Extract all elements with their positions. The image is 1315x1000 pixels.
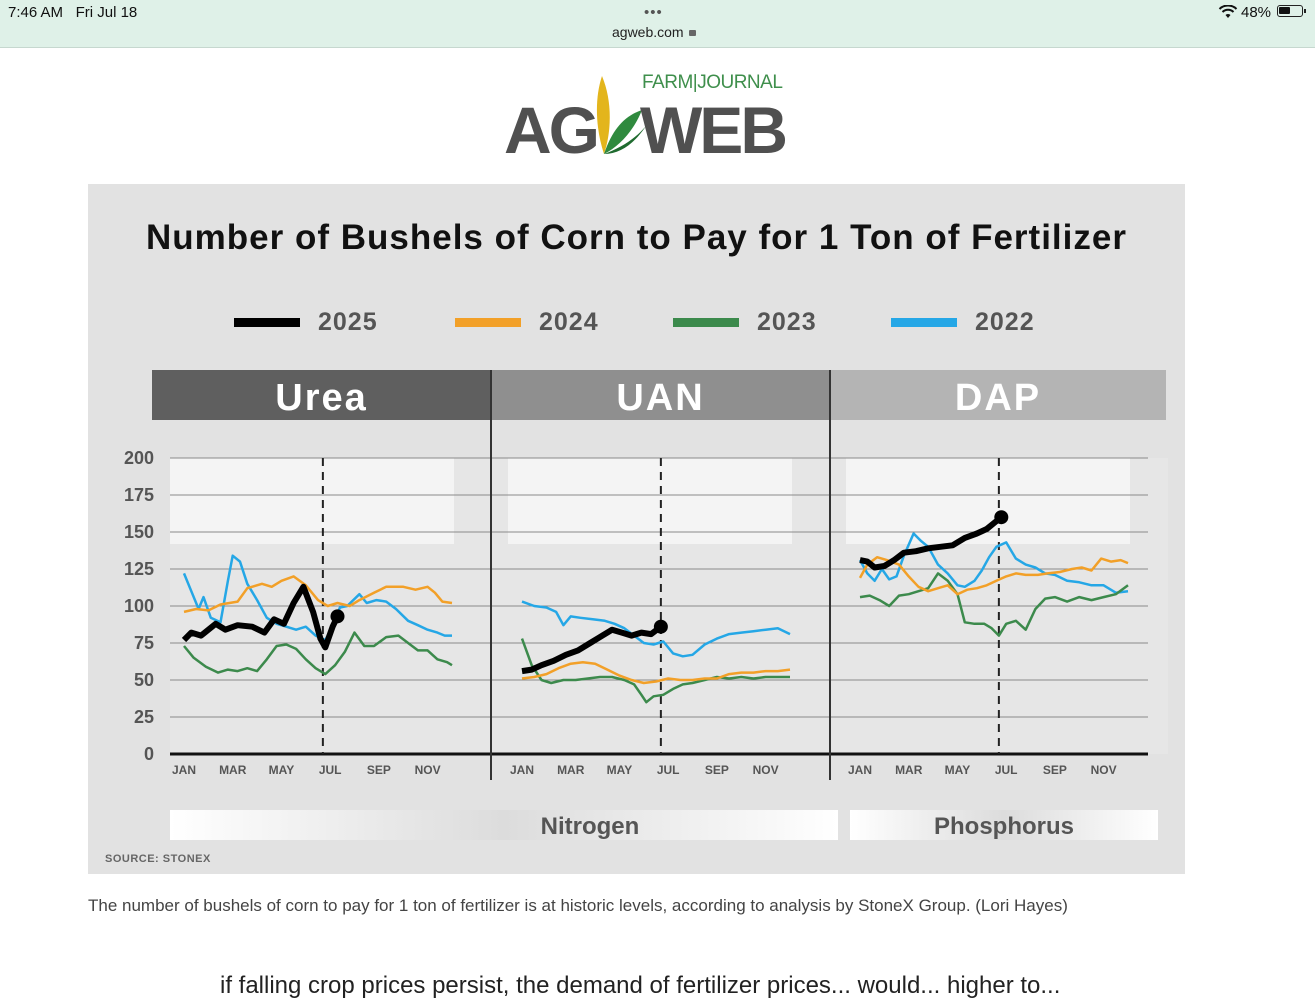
series-line-2023 (859, 572, 1129, 637)
line-chart: 0 25 50 75 100 125 150 175 200 Urea JAN MAR MAY JUL SE… (124, 370, 1168, 840)
battery-percent: 48% (1241, 4, 1272, 21)
article-body-text: if falling crop prices persist, the dema… (220, 972, 1061, 999)
x-tick-label: SEP (705, 763, 729, 777)
legend-label: 2022 (975, 308, 1035, 336)
logo-right-text: WEB (640, 93, 788, 167)
y-tick-label: 25 (134, 707, 154, 727)
group-label: Nitrogen (541, 813, 640, 840)
x-tick-label: NOV (415, 763, 441, 777)
x-tick-label: JAN (848, 763, 872, 777)
chart-title: Number of Bushels of Corn to Pay for 1 T… (146, 218, 1127, 257)
legend-label: 2025 (318, 308, 378, 336)
x-tick-label: JUL (657, 763, 680, 777)
leaf-icon (596, 76, 646, 154)
series-line-2024 (858, 555, 1129, 596)
series-end-marker (994, 510, 1009, 525)
x-tick-label: NOV (1091, 763, 1117, 777)
legend-label: 2024 (539, 308, 599, 336)
lock-icon (688, 30, 696, 36)
x-tick-label: JUL (995, 763, 1018, 777)
battery-icon (1277, 5, 1306, 17)
y-tick-label: 175 (124, 485, 154, 505)
x-tick-label: MAR (219, 763, 247, 777)
series-line-2023 (520, 638, 790, 704)
agweb-logo[interactable]: FARM|JOURNAL AG WEB (500, 68, 790, 168)
y-tick-label: 200 (124, 448, 154, 468)
status-bar: 7:46 AM Fri Jul 18 ••• agweb.com 48% (0, 0, 1315, 48)
legend-swatch (455, 318, 521, 327)
series-end-marker (653, 619, 668, 634)
site-header: FARM|JOURNAL AG WEB (0, 48, 1315, 184)
x-tick-label: SEP (1043, 763, 1067, 777)
series-line-2025 (181, 583, 341, 651)
x-tick-label: MAY (269, 763, 295, 777)
panel-title: UAN (616, 377, 704, 419)
legend-swatch (234, 318, 300, 327)
y-tick-label: 100 (124, 596, 154, 616)
x-tick-label: JAN (510, 763, 534, 777)
series-line-2024 (521, 660, 791, 685)
logo-left-text: AG (504, 93, 600, 167)
y-tick-label: 150 (124, 522, 154, 542)
y-tick-label: 50 (134, 670, 154, 690)
series-line-2023 (183, 631, 453, 676)
group-label-bar (170, 810, 838, 840)
status-time: 7:46 AM Fri Jul 18 (8, 4, 138, 21)
plot-highlight-band (508, 458, 792, 544)
series-end-marker (330, 609, 345, 624)
x-tick-label: JAN (172, 763, 196, 777)
x-tick-label: SEP (367, 763, 391, 777)
series-line-2024 (183, 575, 453, 614)
x-tick-label: MAY (607, 763, 633, 777)
wifi-icon (1218, 4, 1238, 24)
panel-header-dap (830, 370, 1166, 420)
legend-label: 2023 (757, 308, 817, 336)
series-line-2022 (858, 532, 1129, 594)
legend-swatch (673, 318, 739, 327)
series-line-2025 (521, 624, 663, 675)
y-tick-label: 0 (144, 744, 154, 764)
y-tick-label: 75 (134, 633, 154, 653)
x-tick-label: NOV (753, 763, 779, 777)
group-label-bar (850, 810, 1158, 840)
chart-figure: Number of Bushels of Corn to Pay for 1 T… (88, 184, 1185, 874)
x-tick-label: MAY (945, 763, 971, 777)
series-line-2025 (859, 514, 1004, 571)
chart-source: SOURCE: STONEX (105, 853, 211, 865)
legend-swatch (891, 318, 957, 327)
address-bar[interactable]: agweb.com (612, 24, 696, 40)
logo-tagline: FARM|JOURNAL (642, 72, 783, 93)
plot-highlight-band (170, 458, 454, 544)
panel-title: DAP (955, 377, 1041, 419)
panel-header-uan (491, 370, 830, 420)
group-label: Phosphorus (934, 813, 1074, 840)
y-tick-label: 125 (124, 559, 154, 579)
panel-header-urea (152, 370, 491, 420)
panel-title: Urea (275, 377, 368, 419)
x-tick-label: MAR (895, 763, 923, 777)
image-caption: The number of bushels of corn to pay for… (88, 896, 1068, 915)
x-tick-label: MAR (557, 763, 585, 777)
series-line-2022 (182, 554, 452, 642)
tab-menu-dots[interactable]: ••• (644, 4, 663, 21)
series-line-2022 (521, 600, 791, 658)
x-tick-label: JUL (319, 763, 342, 777)
